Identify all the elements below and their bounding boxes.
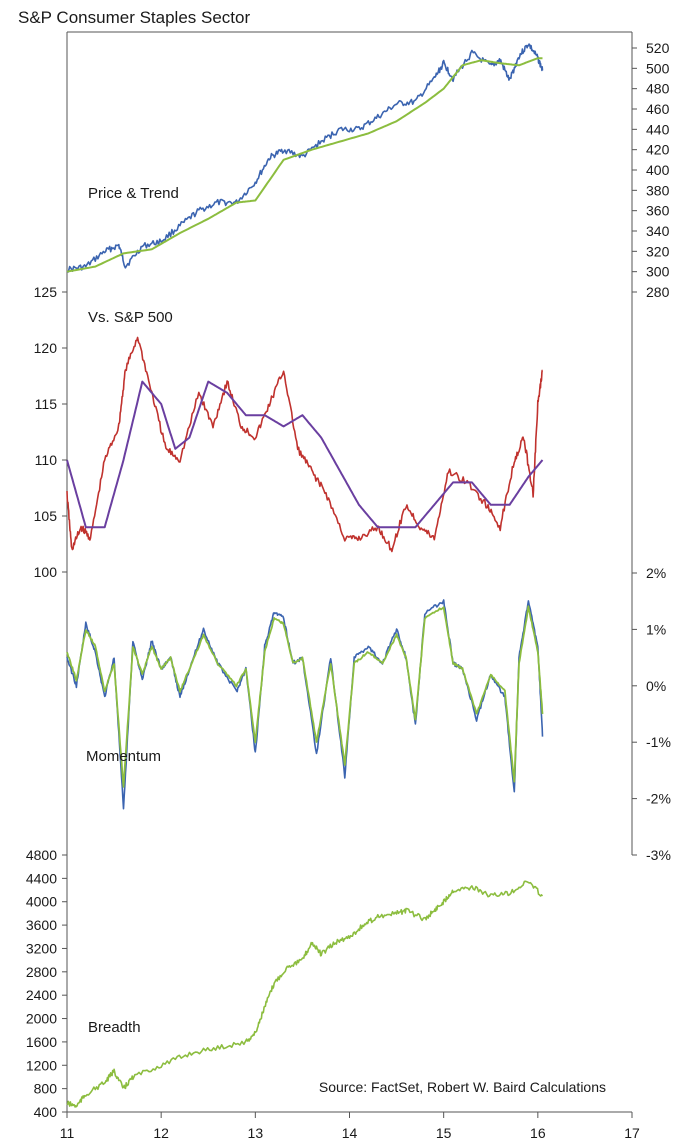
series-layer: [66, 43, 544, 1108]
relative-ytick-label: 105: [34, 508, 58, 524]
breadth-ytick-label: 1600: [26, 1034, 57, 1050]
breadth-panel-label: Breadth: [88, 1019, 141, 1036]
breadth-ytick-label: 4000: [26, 894, 57, 910]
breadth-breadth-line: [66, 880, 544, 1108]
price-ytick-label: 340: [646, 223, 670, 239]
momentum-panel-label: Momentum: [86, 748, 161, 765]
price-ytick-label: 300: [646, 264, 670, 280]
relative-panel-label: Vs. S&P 500: [88, 309, 173, 326]
tick-layer: 280 300 320 340 360 380 400 420 440 460 480 500 520 1…: [26, 40, 671, 1141]
momentum-momentum-smoothed-line: [66, 605, 544, 788]
relative-ytick-label: 110: [35, 452, 58, 468]
breadth-ytick-label: 3200: [26, 940, 57, 956]
xtick-label: 16: [530, 1125, 546, 1141]
breadth-ytick-label: 2000: [26, 1011, 57, 1027]
relative-ytick-label: 115: [35, 396, 58, 412]
price-ytick-label: 400: [646, 162, 670, 178]
breadth-ytick-label: 1200: [26, 1057, 57, 1073]
chart-title: S&P Consumer Staples Sector: [18, 8, 250, 27]
price-ytick-label: 460: [646, 101, 670, 117]
price-ytick-label: 480: [646, 81, 670, 97]
price-price-line: [66, 43, 544, 273]
breadth-ytick-label: 4800: [26, 847, 57, 863]
momentum-ytick-label: -1%: [646, 734, 671, 750]
source-note: Source: FactSet, Robert W. Baird Calcula…: [319, 1079, 606, 1095]
price-ytick-label: 520: [646, 40, 670, 56]
price-trend-line: [66, 57, 544, 273]
xtick-label: 11: [60, 1125, 75, 1141]
momentum-ytick-label: 1%: [646, 621, 666, 637]
breadth-ytick-label: 4400: [26, 870, 57, 886]
xtick-label: 14: [342, 1125, 358, 1141]
relative-relative-line: [66, 336, 543, 553]
relative-ytick-label: 125: [34, 284, 58, 300]
price-ytick-label: 380: [646, 182, 670, 198]
price-ytick-label: 360: [646, 203, 670, 219]
price-ytick-label: 500: [646, 60, 670, 76]
momentum-momentum-line: [66, 599, 544, 810]
breadth-ytick-label: 400: [34, 1104, 58, 1120]
momentum-ytick-label: 2%: [646, 565, 666, 581]
relative-ytick-label: 100: [34, 564, 58, 580]
price-ytick-label: 440: [646, 121, 670, 137]
momentum-ytick-label: 0%: [646, 678, 666, 694]
xtick-label: 12: [153, 1125, 169, 1141]
breadth-ytick-label: 2800: [26, 964, 57, 980]
breadth-ytick-label: 3600: [26, 917, 57, 933]
price-ytick-label: 280: [646, 284, 670, 300]
xtick-label: 13: [248, 1125, 264, 1141]
xtick-label: 15: [436, 1125, 452, 1141]
panel-label-layer: Price & Trend Vs. S&P 500 Momentum Breadth: [86, 185, 179, 1036]
relative-average-line: [66, 380, 544, 529]
price-panel-label: Price & Trend: [88, 185, 179, 202]
breadth-ytick-label: 2400: [26, 987, 57, 1003]
momentum-ytick-label: -2%: [646, 791, 671, 807]
xtick-label: 17: [624, 1125, 640, 1141]
relative-ytick-label: 120: [34, 340, 58, 356]
breadth-ytick-label: 800: [34, 1081, 58, 1097]
price-ytick-label: 420: [646, 142, 670, 158]
price-ytick-label: 320: [646, 243, 670, 259]
momentum-ytick-label: -3%: [646, 847, 671, 863]
